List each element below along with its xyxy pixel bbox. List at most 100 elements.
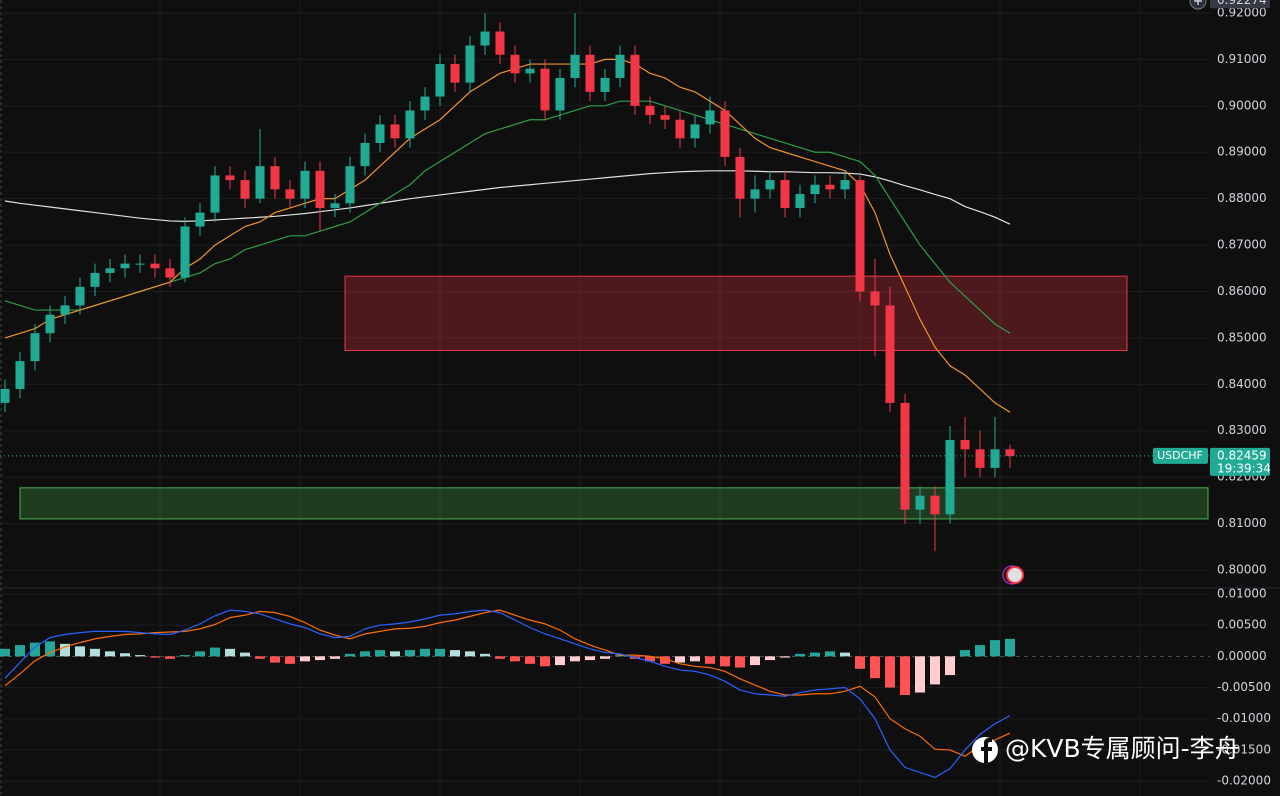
candle-body — [300, 170, 310, 199]
candle-body — [885, 305, 895, 403]
candle-body — [15, 361, 25, 389]
candle-body — [540, 68, 550, 111]
histogram-bar — [525, 656, 535, 664]
histogram-bar — [45, 641, 55, 657]
watermark-logo-f — [981, 738, 992, 763]
candle-body — [90, 272, 100, 287]
y-tick-label: 0.80000 — [1217, 562, 1267, 576]
crosshair-price-label: 0.92274 — [1217, 0, 1267, 7]
y-tick-label: 0.01000 — [1217, 586, 1267, 600]
candle-body — [435, 64, 445, 97]
histogram-bar — [75, 646, 85, 657]
zone — [344, 275, 1128, 351]
y-tick-label: 0.91000 — [1217, 52, 1267, 66]
candle-body — [330, 203, 340, 208]
histogram-bar — [840, 652, 850, 657]
histogram-bar — [885, 656, 895, 688]
candle-body — [930, 495, 940, 515]
y-tick-label: 0.86000 — [1217, 284, 1267, 298]
histogram-bar — [480, 653, 490, 657]
candle-body — [240, 180, 250, 199]
histogram-bar — [1005, 638, 1015, 657]
histogram-bar — [540, 656, 550, 667]
histogram-bar — [660, 656, 670, 664]
candle-body — [420, 96, 430, 111]
moving-average — [4, 100, 1011, 334]
histogram-bar — [915, 656, 925, 693]
candle-body — [735, 156, 745, 199]
candle-body — [660, 115, 670, 120]
histogram-bar — [900, 656, 910, 696]
histogram-bar — [975, 645, 985, 657]
candle-body — [510, 54, 520, 74]
candle-body — [630, 54, 640, 106]
candle-body — [720, 110, 730, 157]
candle-body — [675, 119, 685, 139]
histogram-bar — [240, 652, 250, 657]
histogram-bar — [165, 656, 175, 659]
histogram-bar — [405, 650, 415, 657]
histogram-bar — [570, 656, 580, 662]
candle-body — [555, 77, 565, 111]
symbol-tag: USDCHF — [1157, 449, 1203, 462]
candle-body — [960, 440, 970, 450]
candle-body — [525, 68, 535, 74]
y-tick-label: 0.00500 — [1217, 618, 1267, 632]
countdown-label: 19:39:34 — [1217, 461, 1271, 475]
candle-body — [30, 333, 40, 362]
candle-body — [870, 291, 880, 306]
candle-body — [570, 54, 580, 78]
histogram-bar — [30, 642, 40, 657]
histogram-bar — [285, 656, 295, 664]
histogram-bar — [225, 648, 235, 657]
histogram-bar — [720, 656, 730, 667]
candle-body — [285, 189, 295, 199]
histogram-bar — [735, 656, 745, 668]
candle-body — [825, 184, 835, 190]
histogram-bar — [675, 656, 685, 663]
histogram-bar — [390, 651, 400, 657]
y-tick-label: 0.87000 — [1217, 238, 1267, 252]
histogram-bar — [150, 656, 160, 658]
candle-body — [705, 110, 715, 125]
histogram-bar — [360, 651, 370, 657]
histogram-bar — [420, 648, 430, 657]
y-tick-label: 0.81000 — [1217, 516, 1267, 530]
histogram-bar — [600, 656, 610, 659]
histogram-bar — [300, 656, 310, 662]
histogram-bar — [120, 653, 130, 657]
candle-body — [45, 314, 55, 334]
candle-body — [465, 45, 475, 83]
candle-body — [390, 124, 400, 139]
symbol-tag-bg — [1153, 447, 1208, 464]
signal-line — [4, 609, 1011, 757]
event-flag — [1006, 566, 1024, 584]
crosshair-price-bg — [1210, 0, 1270, 9]
candle-body — [450, 64, 460, 83]
histogram-bar — [930, 656, 940, 685]
histogram-bar — [450, 650, 460, 657]
candle-body — [210, 175, 220, 213]
candle-body — [405, 110, 415, 139]
watermark: @KVB专属顾问-李舟 — [1005, 734, 1240, 763]
candle-body — [105, 268, 115, 273]
zone — [19, 487, 1209, 520]
candle-body — [585, 54, 595, 92]
histogram-bar — [315, 656, 325, 661]
histogram-bar — [870, 656, 880, 679]
candle-body — [615, 54, 625, 78]
histogram-bar — [345, 653, 355, 657]
time-grid — [159, 0, 1141, 796]
histogram-bar — [795, 653, 805, 657]
histogram-bar — [645, 656, 655, 662]
histogram-bar — [810, 652, 820, 657]
y-tick-label: 0.89000 — [1217, 145, 1267, 159]
histogram-bar — [960, 650, 970, 657]
candle-body — [120, 263, 130, 269]
candle-body — [975, 449, 985, 468]
y-tick-label: -0.00500 — [1217, 680, 1271, 694]
histogram-bar — [705, 656, 715, 664]
y-tick-label: 0.83000 — [1217, 423, 1267, 437]
